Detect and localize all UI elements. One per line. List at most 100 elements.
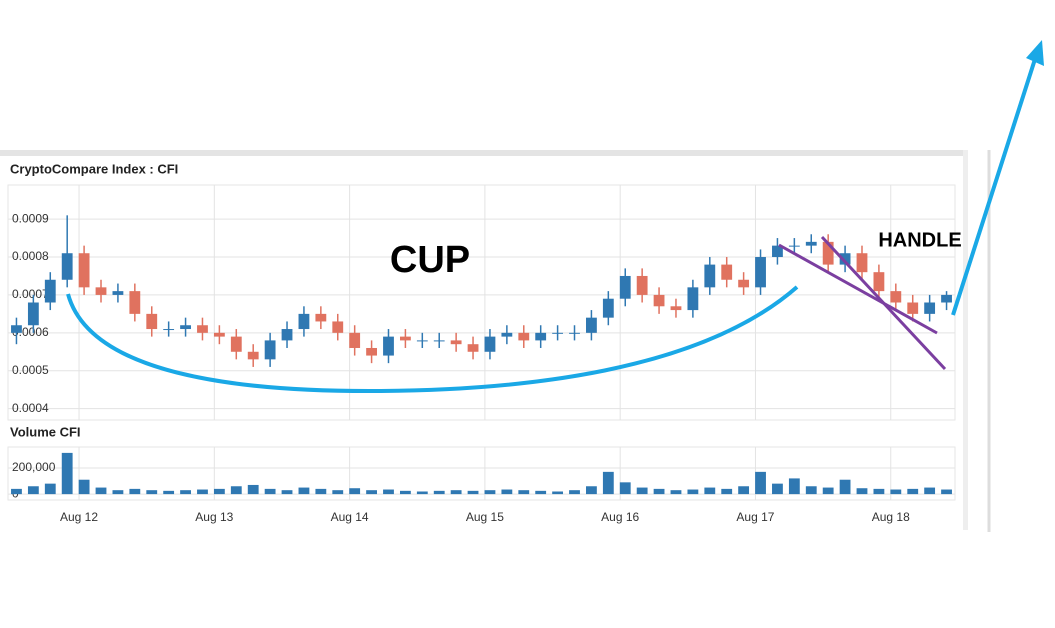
candle-body <box>315 313 327 322</box>
candle-body <box>399 336 411 341</box>
y-tick-label: 200,000 <box>12 460 56 474</box>
volume-bar <box>687 489 699 495</box>
candle-body <box>772 245 783 258</box>
candle-body <box>281 329 293 341</box>
volume-bar <box>467 490 479 495</box>
candle-body <box>27 302 39 326</box>
volume-bar <box>399 490 411 495</box>
volume-bar <box>670 490 682 495</box>
volume-bar <box>230 486 242 495</box>
candle-body <box>484 336 496 352</box>
volume-title: Volume CFI <box>10 424 81 439</box>
volume-bar <box>873 488 885 495</box>
candle-body <box>755 257 766 288</box>
x-tick-label: Aug 14 <box>331 510 369 524</box>
volume-bar <box>298 487 310 495</box>
volume-bar <box>247 484 259 495</box>
candle-body <box>264 340 276 360</box>
handle-label: HANDLE <box>878 229 961 251</box>
candle-body <box>349 332 361 348</box>
handle-line <box>820 235 947 371</box>
volume-bar <box>535 490 547 495</box>
volume-bar <box>197 489 208 495</box>
volume-bar <box>772 483 783 495</box>
volume-bar <box>856 488 868 495</box>
volume-bar <box>704 487 716 495</box>
volume-bar <box>450 490 462 495</box>
x-tick-label: Aug 17 <box>736 510 774 524</box>
volume-bar <box>907 488 919 495</box>
candle-body <box>61 253 73 280</box>
volume-bar <box>27 486 39 495</box>
volume-bar <box>839 479 851 495</box>
candle-body <box>44 279 56 303</box>
volume-bar <box>281 490 293 495</box>
candle-body <box>501 332 513 337</box>
volume-bar <box>805 486 817 495</box>
volume-bar <box>552 491 564 495</box>
arrow-head <box>1026 40 1044 66</box>
volume-frame <box>7 446 956 501</box>
volume-bar <box>129 488 141 495</box>
volume-bar <box>315 488 327 495</box>
candle-body <box>788 245 800 247</box>
candle-body <box>197 325 208 333</box>
candle-body <box>95 287 107 295</box>
x-tick-label: Aug 15 <box>466 510 504 524</box>
candle-body <box>298 313 310 330</box>
volume-bar <box>433 490 445 495</box>
cup-curve <box>66 285 799 394</box>
volume-bar <box>602 471 614 495</box>
candle-body <box>738 279 750 288</box>
volume-bar <box>383 489 394 495</box>
candle-body <box>586 317 597 333</box>
volume-bar <box>213 488 225 495</box>
panel-top-border <box>0 150 968 156</box>
candle-body <box>636 275 648 295</box>
volume-bar <box>619 482 631 495</box>
volume-bar <box>501 489 513 495</box>
y-tick-label: 0.0004 <box>12 401 49 415</box>
candle-body <box>416 340 428 342</box>
candle-body <box>450 340 462 345</box>
volume-bar <box>924 487 936 495</box>
volume-bar <box>11 488 22 495</box>
x-tick-label: Aug 16 <box>601 510 639 524</box>
candle-body <box>941 294 952 303</box>
volume-bar <box>366 490 377 495</box>
chart-title: CryptoCompare Index : CFI <box>10 161 178 176</box>
y-tick-label: 0.0007 <box>12 287 49 301</box>
candle-body <box>213 332 225 337</box>
y-tick-label: 0.0008 <box>12 249 49 263</box>
candle-body <box>924 302 936 314</box>
volume-bar <box>890 489 902 495</box>
candle-body <box>907 302 919 314</box>
candle-body <box>366 347 377 356</box>
candle-body <box>230 336 242 352</box>
cup-label: CUP <box>390 239 470 281</box>
volume-bar <box>518 490 530 495</box>
candle-body <box>163 329 175 331</box>
volume-bar <box>569 490 580 495</box>
y-tick-label: 0.0009 <box>12 211 49 225</box>
candle-body <box>146 313 158 330</box>
candle-body <box>721 264 733 280</box>
x-tick-label: Aug 18 <box>872 510 910 524</box>
volume-bar <box>788 478 800 495</box>
x-tick-label: Aug 12 <box>60 510 98 524</box>
volume-bar <box>755 471 766 495</box>
volume-bar <box>416 491 428 495</box>
volume-bar <box>636 487 648 495</box>
candle-body <box>518 332 530 341</box>
candle-body <box>890 291 902 303</box>
candle-body <box>873 272 885 292</box>
plot-frame <box>7 184 956 421</box>
candle-body <box>467 344 479 352</box>
candle-body <box>805 241 817 246</box>
y-tick-label: 0.0005 <box>12 363 49 377</box>
volume-bar <box>264 488 276 495</box>
candle-body <box>856 253 868 273</box>
candle-body <box>78 253 90 288</box>
candle-body <box>602 298 614 318</box>
